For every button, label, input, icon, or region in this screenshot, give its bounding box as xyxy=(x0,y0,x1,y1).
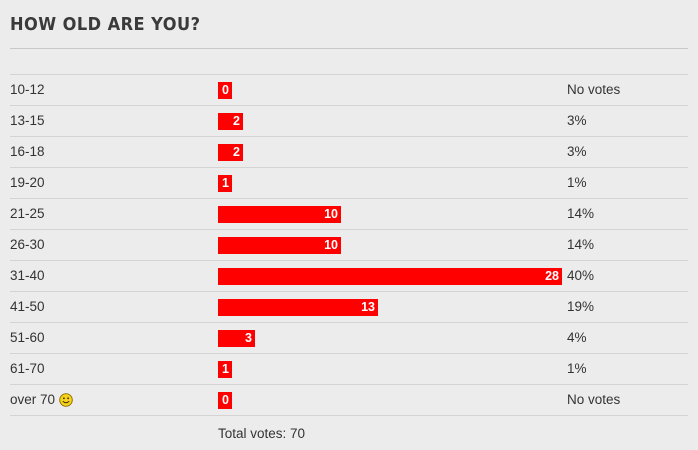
vote-percentage: 3% xyxy=(567,113,587,128)
row-label: 10-12 xyxy=(10,82,45,97)
poll-row: 61-70 1 1% xyxy=(10,353,688,384)
vote-count: 1 xyxy=(222,176,229,190)
row-label: 41-50 xyxy=(10,299,45,314)
smiley-icon xyxy=(59,392,73,407)
poll-row: 19-20 1 1% xyxy=(10,167,688,198)
vote-count: 0 xyxy=(222,393,229,407)
vote-bar: 0 xyxy=(218,392,232,409)
row-label: 19-20 xyxy=(10,175,45,190)
row-label: 16-18 xyxy=(10,144,45,159)
poll-row: 31-40 28 40% xyxy=(10,260,688,291)
vote-count: 28 xyxy=(545,269,559,283)
row-label: over 70 xyxy=(10,392,73,407)
vote-count: 3 xyxy=(245,331,252,345)
vote-count: 2 xyxy=(233,145,240,159)
poll-row: over 70 0 No votes xyxy=(10,384,688,416)
row-label-text: 26-30 xyxy=(10,237,45,252)
vote-bar: 1 xyxy=(218,175,232,192)
row-label-text: 61-70 xyxy=(10,361,45,376)
row-label-text: 51-60 xyxy=(10,330,45,345)
row-label-text: 10-12 xyxy=(10,82,45,97)
vote-count: 0 xyxy=(222,83,229,97)
vote-bar: 2 xyxy=(218,144,243,161)
row-label: 31-40 xyxy=(10,268,45,283)
total-votes: Total votes: 70 xyxy=(218,426,306,441)
row-label-text: 16-18 xyxy=(10,144,45,159)
vote-bar: 1 xyxy=(218,361,232,378)
vote-bar: 28 xyxy=(218,268,562,285)
vote-bar: 0 xyxy=(218,82,232,99)
vote-bar: 10 xyxy=(218,237,341,254)
vote-count: 10 xyxy=(324,207,338,221)
vote-percentage: 40% xyxy=(567,268,595,283)
row-label: 51-60 xyxy=(10,330,45,345)
vote-bar: 10 xyxy=(218,206,341,223)
row-label-text: 19-20 xyxy=(10,175,45,190)
row-label: 61-70 xyxy=(10,361,45,376)
vote-percentage: 14% xyxy=(567,237,595,252)
vote-percentage: 1% xyxy=(567,361,587,376)
row-label-text: 13-15 xyxy=(10,113,45,128)
vote-count: 10 xyxy=(324,238,338,252)
row-label-text: over 70 xyxy=(10,392,56,407)
poll-row: 41-50 13 19% xyxy=(10,291,688,322)
row-label: 21-25 xyxy=(10,206,45,221)
vote-count: 13 xyxy=(361,300,375,314)
row-label-text: 21-25 xyxy=(10,206,45,221)
vote-percentage: 1% xyxy=(567,175,587,190)
vote-percentage: No votes xyxy=(567,82,621,97)
row-label: 26-30 xyxy=(10,237,45,252)
poll-row: 26-30 10 14% xyxy=(10,229,688,260)
vote-percentage: No votes xyxy=(567,392,621,407)
vote-count: 2 xyxy=(233,114,240,128)
row-label-text: 31-40 xyxy=(10,268,45,283)
vote-bar: 3 xyxy=(218,330,255,347)
poll-title: HOW OLD ARE YOU? xyxy=(10,14,201,35)
vote-percentage: 3% xyxy=(567,144,587,159)
vote-bar: 13 xyxy=(218,299,378,316)
vote-bar: 2 xyxy=(218,113,243,130)
row-label: 13-15 xyxy=(10,113,45,128)
poll-results-table: 10-12 0 No votes 13-15 2 3% 16-18 2 3% 19-20 1 1% 21… xyxy=(10,74,688,416)
poll-row: 10-12 0 No votes xyxy=(10,74,688,105)
vote-count: 1 xyxy=(222,362,229,376)
vote-percentage: 19% xyxy=(567,299,595,314)
vote-percentage: 4% xyxy=(567,330,587,345)
poll-row: 21-25 10 14% xyxy=(10,198,688,229)
poll-row: 16-18 2 3% xyxy=(10,136,688,167)
poll-row: 13-15 2 3% xyxy=(10,105,688,136)
title-divider xyxy=(10,48,688,49)
vote-percentage: 14% xyxy=(567,206,595,221)
row-label-text: 41-50 xyxy=(10,299,45,314)
poll-row: 51-60 3 4% xyxy=(10,322,688,353)
